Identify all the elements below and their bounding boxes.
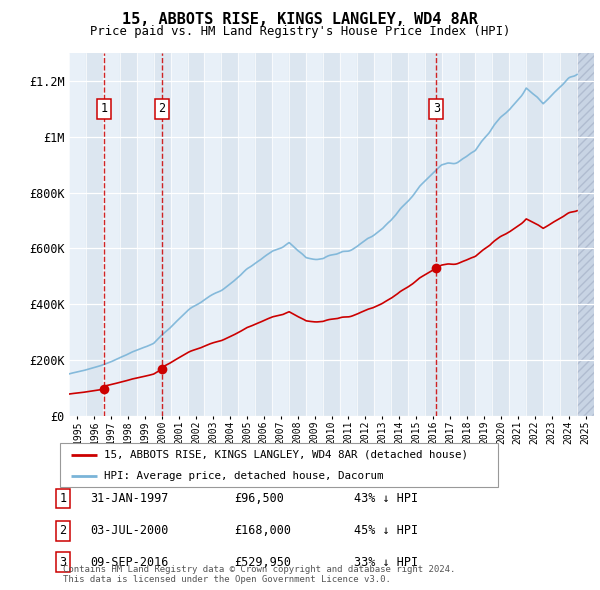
Text: 45% ↓ HPI: 45% ↓ HPI [354,525,418,537]
Bar [137,53,154,416]
Bar [154,53,170,416]
Text: Contains HM Land Registry data © Crown copyright and database right 2024.
This d: Contains HM Land Registry data © Crown c… [63,565,455,584]
Text: 15, ABBOTS RISE, KINGS LANGLEY, WD4 8AR (detached house): 15, ABBOTS RISE, KINGS LANGLEY, WD4 8AR … [104,450,468,460]
Bar [289,53,306,416]
Text: 03-JUL-2000: 03-JUL-2000 [90,525,169,537]
Bar [493,53,509,416]
Bar [221,53,238,416]
Bar [526,53,543,416]
Text: £529,950: £529,950 [234,556,291,569]
FancyBboxPatch shape [60,442,498,487]
Bar [170,53,188,416]
Bar [255,53,272,416]
Text: £96,500: £96,500 [234,492,284,505]
Bar [323,53,340,416]
Bar [238,53,255,416]
Bar [357,53,374,416]
Bar [509,53,526,416]
Bar [188,53,205,416]
Text: 2: 2 [158,103,166,116]
Bar [306,53,323,416]
Bar [425,53,442,416]
Text: 3: 3 [59,556,67,569]
Text: 33% ↓ HPI: 33% ↓ HPI [354,556,418,569]
Bar [408,53,425,416]
Text: 43% ↓ HPI: 43% ↓ HPI [354,492,418,505]
Bar [103,53,120,416]
Text: 31-JAN-1997: 31-JAN-1997 [90,492,169,505]
Text: 1: 1 [101,103,108,116]
Bar [69,53,86,416]
Text: 09-SEP-2016: 09-SEP-2016 [90,556,169,569]
Bar [475,53,493,416]
Text: 1: 1 [59,492,67,505]
Text: 3: 3 [433,103,440,116]
Text: Price paid vs. HM Land Registry's House Price Index (HPI): Price paid vs. HM Land Registry's House … [90,25,510,38]
Bar [205,53,221,416]
Bar [543,53,560,416]
Text: 2: 2 [59,525,67,537]
Bar [458,53,475,416]
Bar [120,53,137,416]
Text: 15, ABBOTS RISE, KINGS LANGLEY, WD4 8AR: 15, ABBOTS RISE, KINGS LANGLEY, WD4 8AR [122,12,478,27]
Bar [442,53,458,416]
Bar [577,53,594,416]
Bar [577,53,594,416]
Bar [391,53,408,416]
Text: £168,000: £168,000 [234,525,291,537]
Bar [340,53,357,416]
Text: HPI: Average price, detached house, Dacorum: HPI: Average price, detached house, Daco… [104,471,383,481]
Bar [374,53,391,416]
Bar [577,53,594,416]
Bar [86,53,103,416]
Bar [560,53,577,416]
Bar [272,53,289,416]
